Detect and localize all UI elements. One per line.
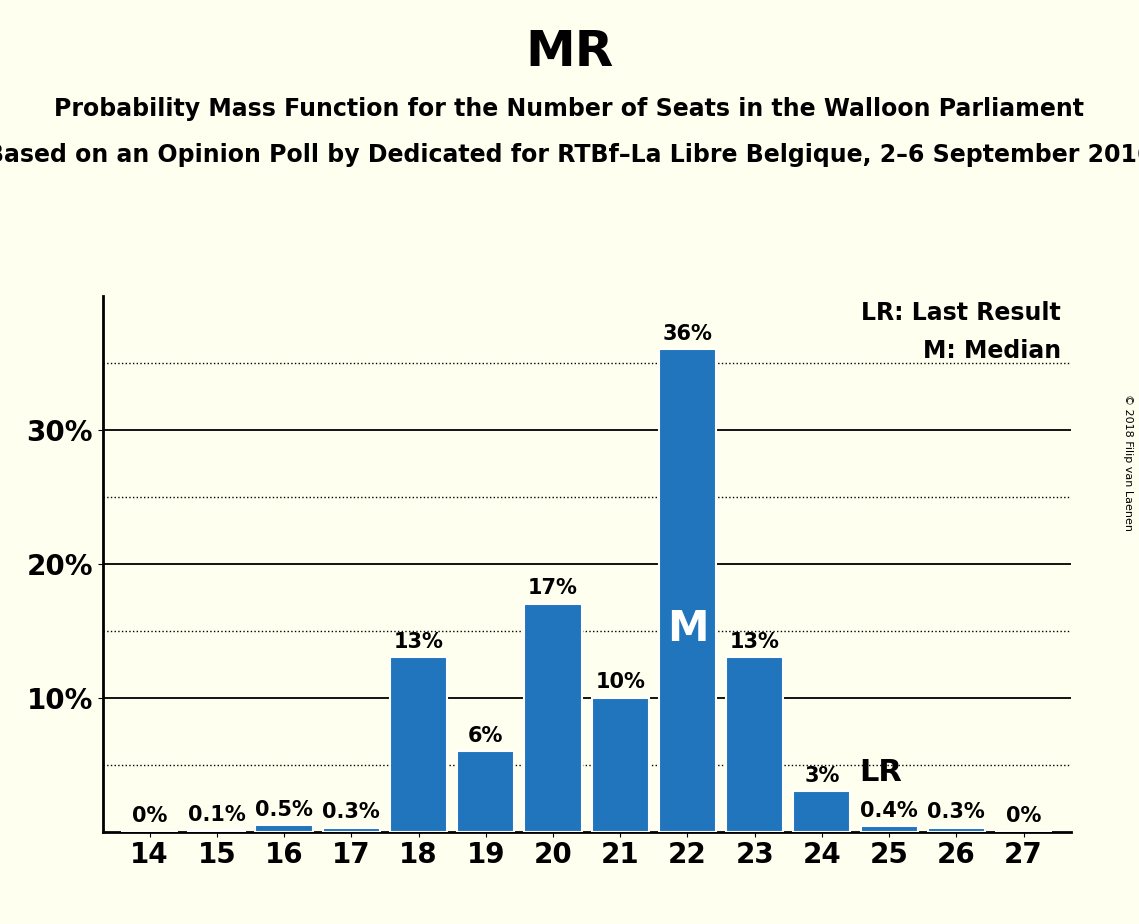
Bar <box>255 825 312 832</box>
Text: 13%: 13% <box>394 632 443 652</box>
Text: Probability Mass Function for the Number of Seats in the Walloon Parliament: Probability Mass Function for the Number… <box>55 97 1084 121</box>
Text: 0.1%: 0.1% <box>188 805 246 825</box>
Text: 6%: 6% <box>468 726 503 746</box>
Text: 36%: 36% <box>663 324 712 344</box>
Bar <box>524 604 582 832</box>
Text: LR: Last Result: LR: Last Result <box>861 301 1060 325</box>
Text: M: M <box>666 608 708 650</box>
Text: MR: MR <box>525 28 614 76</box>
Bar <box>322 828 379 832</box>
Text: 0%: 0% <box>132 807 167 826</box>
Text: 0.3%: 0.3% <box>927 802 985 822</box>
Bar <box>726 658 784 832</box>
Text: 0%: 0% <box>1006 807 1041 826</box>
Bar <box>861 826 918 832</box>
Bar <box>591 698 649 832</box>
Bar <box>658 349 716 832</box>
Bar <box>390 658 448 832</box>
Text: 3%: 3% <box>804 766 839 786</box>
Text: Based on an Opinion Poll by Dedicated for RTBf–La Libre Belgique, 2–6 September : Based on an Opinion Poll by Dedicated fo… <box>0 143 1139 167</box>
Text: 0.5%: 0.5% <box>255 799 313 820</box>
Bar <box>188 831 245 832</box>
Text: © 2018 Filip van Laenen: © 2018 Filip van Laenen <box>1123 394 1133 530</box>
Text: 17%: 17% <box>528 578 577 599</box>
Text: LR: LR <box>859 759 902 787</box>
Text: M: Median: M: Median <box>923 338 1060 362</box>
Text: 0.4%: 0.4% <box>860 801 918 821</box>
Text: 10%: 10% <box>596 673 645 692</box>
Bar <box>794 791 851 832</box>
Bar <box>928 828 985 832</box>
Text: 13%: 13% <box>730 632 779 652</box>
Text: 0.3%: 0.3% <box>322 802 380 822</box>
Bar <box>457 751 515 832</box>
